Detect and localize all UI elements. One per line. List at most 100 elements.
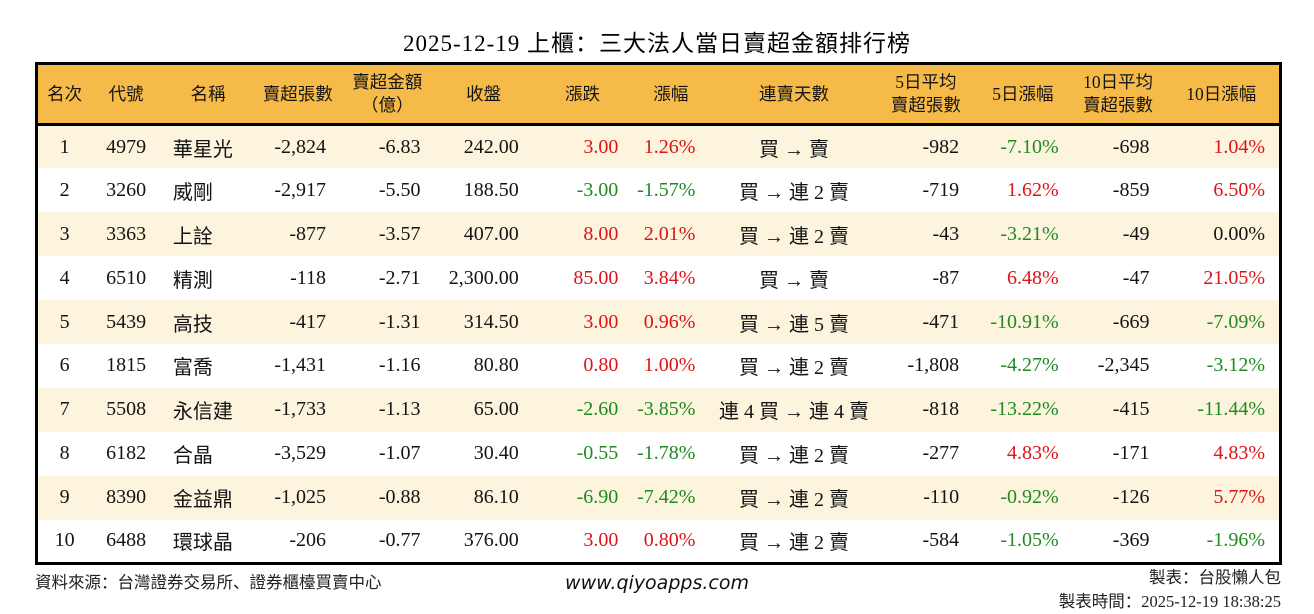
cell-sell-volume: -877 [289,222,326,245]
cell-change-pct: -3.85% [637,398,696,421]
cell-avg10-volume: -126 [1112,486,1150,509]
column-header-rank: 名次 [36,63,92,126]
cell-close: 65.00 [473,398,519,421]
ranking-table: 名次 代號 名稱 賣超張數 賣超金額 （億） 收盤 漲跌 漲幅 連賣天數 5日平均 賣超張數 5日漲… [35,62,1282,565]
cell-sell-streak: 連 4 買 → 連 4 賣 [719,401,870,424]
cell-sell-volume: -417 [289,310,326,333]
cell-avg10-volume: -415 [1112,398,1150,421]
credit-block: 製表：台股懶人包 製表時間：2025-12-19 18:38:25 [1059,566,1281,614]
cell-code: 6182 [106,442,147,465]
cell-sell-streak: 買 → 連 2 賣 [739,445,850,468]
cell-change-pct: -1.57% [637,178,696,201]
cell-code: 8390 [106,486,147,509]
cell-name: 華星光 [172,138,233,161]
cell-pct10: -1.96% [1206,529,1265,552]
cell-pct10: -3.12% [1206,354,1265,377]
cell-sell-streak: 買 → 賣 [759,138,830,161]
cell-name: 永信建 [172,401,233,424]
cell-sell-volume: -1,025 [274,486,326,509]
cell-avg10-volume: -669 [1112,310,1150,333]
cell-close: 242.00 [463,135,519,158]
cell-close: 86.10 [473,486,519,509]
cell-pct5: -0.92% [1000,486,1059,509]
cell-sell-volume: -206 [289,529,326,552]
table-row: 4 6510 精測 -118 -2.71 2,300.00 85.00 3.84% 買 → 賣 -… [36,256,1281,301]
table-body: 1 4979 華星光 -2,824 -6.83 242.00 3.00 1.26% 買 → 賣 -… [36,124,1281,564]
cell-close: 407.00 [463,222,519,245]
cell-close: 2,300.00 [448,266,519,289]
cell-pct10: 6.50% [1213,178,1265,201]
cell-code: 1815 [106,354,147,377]
cell-rank: 9 [59,486,70,509]
cell-rank: 10 [54,529,75,552]
cell-close: 314.50 [463,310,519,333]
table-row: 2 3260 威剛 -2,917 -5.50 188.50 -3.00 -1.57% 買 → 連… [36,168,1281,213]
cell-change-pct: -1.78% [637,442,696,465]
website-label: www.qiyoapps.com [565,572,749,594]
cell-change-pct: 1.00% [643,354,696,377]
cell-avg10-volume: -47 [1122,266,1150,289]
cell-code: 6510 [106,266,147,289]
cell-change: 3.00 [583,529,619,552]
cell-name: 金益鼎 [172,489,233,512]
column-header-change: 漲跌 [532,63,633,126]
column-header-sell-streak: 連賣天數 [709,63,879,126]
table-row: 9 8390 金益鼎 -1,025 -0.88 86.10 -6.90 -7.42% 買 → 連… [36,475,1281,520]
cell-sell-amount: -5.50 [378,178,421,201]
cell-change: -0.55 [576,442,619,465]
cell-sell-amount: -1.13 [378,398,421,421]
cell-sell-streak: 買 → 連 2 賣 [739,225,850,248]
cell-pct5: -1.05% [1000,529,1059,552]
column-header-close: 收盤 [434,63,533,126]
cell-pct10: -11.44% [1197,398,1265,421]
cell-sell-volume: -118 [290,266,326,289]
timestamp-label: 製表時間：2025-12-19 18:38:25 [1058,591,1281,611]
table-row: 6 1815 富喬 -1,431 -1.16 80.80 0.80 1.00% 買 → 連 2 … [36,343,1281,388]
cell-sell-volume: -1,733 [274,398,326,421]
cell-code: 5439 [106,310,147,333]
column-header-sell-amount: 賣超金額 （億） [340,63,435,126]
cell-name: 富喬 [172,357,213,380]
cell-pct10: 5.77% [1213,486,1265,509]
cell-pct10: -7.09% [1206,310,1265,333]
cell-sell-streak: 買 → 連 5 賣 [739,313,850,336]
cell-code: 3260 [106,178,147,201]
cell-close: 188.50 [463,178,519,201]
cell-change-pct: 2.01% [643,222,696,245]
cell-change: 85.00 [573,266,619,289]
cell-rank: 3 [59,222,70,245]
cell-avg5-volume: -277 [922,442,960,465]
table-row: 5 5439 高技 -417 -1.31 314.50 3.00 0.96% 買 → 連 5 賣… [36,300,1281,344]
cell-sell-amount: -1.07 [378,442,421,465]
cell-pct10: 21.05% [1203,266,1265,289]
cell-sell-amount: -1.31 [378,310,421,333]
cell-change-pct: 3.84% [643,266,696,289]
cell-close: 80.80 [473,354,519,377]
table-row: 3 3363 上詮 -877 -3.57 407.00 8.00 2.01% 買 → 連 2 賣… [36,212,1281,257]
cell-sell-amount: -3.57 [378,222,421,245]
column-header-avg5-volume: 5日平均 賣超張數 [878,63,974,126]
cell-sell-volume: -2,917 [274,178,326,201]
cell-pct10: 4.83% [1213,442,1265,465]
column-header-name: 名稱 [160,63,256,126]
cell-change-pct: 1.26% [643,135,696,158]
cell-sell-volume: -3,529 [274,442,326,465]
cell-sell-streak: 買 → 賣 [759,269,830,292]
table-row: 10 6488 環球晶 -206 -0.77 376.00 3.00 0.80% 買 → 連 2… [36,519,1281,564]
cell-change: 3.00 [583,310,619,333]
cell-avg5-volume: -719 [922,178,960,201]
table-row: 7 5508 永信建 -1,733 -1.13 65.00 -2.60 -3.85% 連 4 買… [36,387,1281,432]
cell-code: 5508 [106,398,147,421]
cell-pct10: 1.04% [1213,135,1265,158]
cell-pct5: 6.48% [1007,266,1059,289]
table-header: 名次 代號 名稱 賣超張數 賣超金額 （億） 收盤 漲跌 漲幅 連賣天數 5日平均 賣超張數 5日漲… [36,63,1281,126]
column-header-pct10: 10日漲幅 [1163,63,1281,126]
cell-name: 上詮 [172,225,213,248]
cell-code: 6488 [106,529,147,552]
cell-code: 3363 [106,222,147,245]
cell-name: 合晶 [172,445,213,468]
cell-pct10: 0.00% [1213,222,1265,245]
cell-pct5: -3.21% [1000,222,1059,245]
cell-rank: 5 [59,310,70,333]
cell-sell-amount: -6.83 [378,135,421,158]
